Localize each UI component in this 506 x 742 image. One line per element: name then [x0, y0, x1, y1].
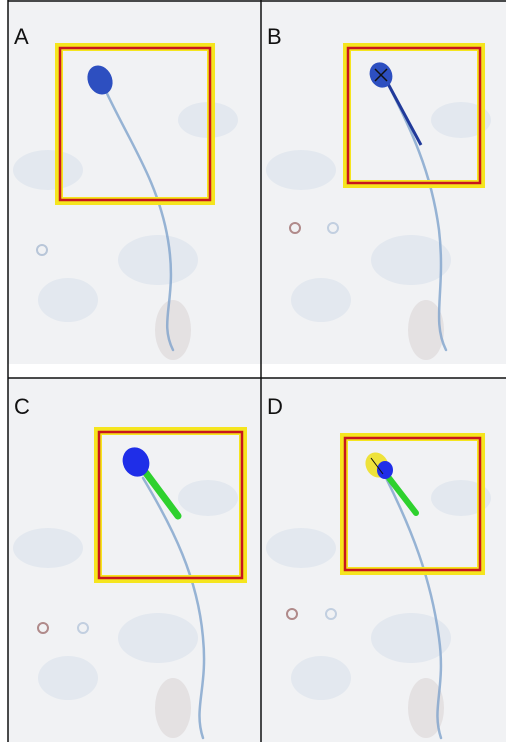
panel-b: B	[261, 0, 506, 364]
panel-label: B	[267, 24, 282, 49]
panel-label: D	[267, 394, 283, 419]
panel-d: D	[261, 378, 506, 742]
panel-c: C	[8, 378, 261, 742]
figure: A B C D	[0, 0, 506, 742]
panel-label: C	[14, 394, 30, 419]
panel-a: A	[8, 0, 261, 364]
panel-label: A	[14, 24, 29, 49]
